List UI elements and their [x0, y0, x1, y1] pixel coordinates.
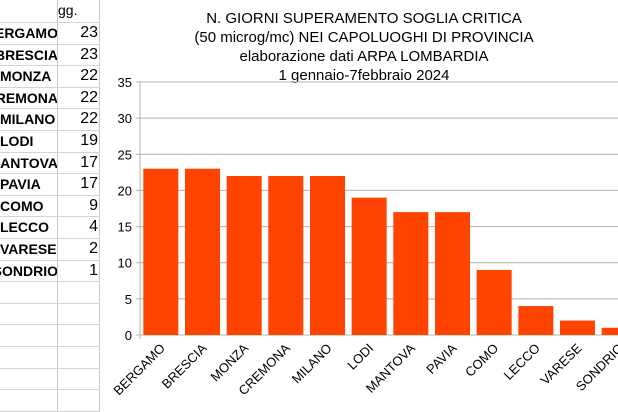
chart-title-line-3: elaborazione dati ARPA LOMBARDIA [239, 48, 488, 65]
x-category-label: LODI [344, 341, 376, 373]
bar-varese [560, 320, 595, 335]
x-category-label: COMO [462, 341, 501, 380]
row-divider [0, 44, 100, 45]
row-divider [0, 216, 100, 217]
cell-days-value[interactable]: 22 [80, 89, 98, 106]
row-divider [0, 389, 100, 390]
cell-days-value[interactable]: 22 [80, 67, 98, 84]
column-divider [57, 0, 58, 412]
bar-lecco [518, 306, 554, 335]
bar-mantova [393, 212, 429, 335]
cell-city-text: CREMONA [0, 90, 58, 106]
y-tick-label: 10 [118, 256, 132, 271]
bar-lodi [351, 197, 387, 335]
cell-city-name[interactable]: COMO [0, 198, 58, 214]
bar-como [476, 269, 512, 335]
cell-city-text: VARESE [0, 241, 57, 257]
row-divider [0, 346, 100, 347]
cell-city-name[interactable]: PAVIA [0, 176, 58, 192]
cell-city-text: SONDRIO [0, 263, 58, 279]
row-divider [0, 108, 100, 109]
cell-city-text: MONZA [0, 68, 52, 84]
cell-days-value[interactable]: 9 [89, 197, 98, 214]
cell-days-value[interactable]: 23 [80, 24, 98, 41]
cell-days-value[interactable]: 17 [80, 154, 98, 171]
row-divider [0, 22, 100, 23]
cell-city-name[interactable]: VARESE [0, 241, 58, 257]
cell-days-value[interactable]: 22 [80, 110, 98, 127]
cell-days-value[interactable]: 23 [80, 46, 98, 63]
cell-city-text: COMO [0, 198, 44, 214]
bar-sondrio [601, 327, 618, 335]
y-tick-label: 25 [118, 147, 132, 162]
cell-days-value[interactable]: 19 [80, 132, 98, 149]
x-category-label: PAVIA [423, 340, 460, 377]
cell-city-name[interactable]: MONZA [0, 68, 58, 84]
row-divider [0, 195, 100, 196]
bar-brescia [185, 168, 220, 335]
chart-title-line-4: 1 gennaio-7febbraio 2024 [279, 67, 450, 84]
cell-city-name[interactable]: LODI [0, 133, 58, 149]
cell-city-text: LODI [0, 133, 34, 149]
row-divider [0, 303, 100, 304]
column-divider [99, 0, 100, 412]
cell-city-text: MILANO [0, 111, 56, 127]
row-divider [0, 87, 100, 88]
bars [143, 168, 618, 335]
cell-days-value[interactable]: 17 [80, 175, 98, 192]
row-divider [0, 65, 100, 66]
column-header-gg: gg. [58, 2, 78, 18]
cell-city-name[interactable]: BRESCIA [0, 47, 58, 63]
y-tick-label: 20 [118, 183, 132, 198]
row-divider [0, 281, 100, 282]
chart-title-line-2: (50 microg/mc) NEI CAPOLUOGHI DI PROVINC… [194, 29, 533, 46]
spreadsheet-panel: gg. BERGAMO 23 BRESCIA 23 MONZA 22 CREMONA 22 MI… [0, 0, 100, 412]
bar-monza [226, 175, 262, 335]
bar-milano [310, 175, 345, 335]
bar-cremona [268, 175, 304, 335]
cell-city-text: MANTOVA [0, 155, 58, 171]
cell-city-text: BRESCIA [0, 47, 58, 63]
x-category-label: MILANO [289, 341, 335, 387]
cell-days-value[interactable]: 2 [89, 240, 98, 257]
y-tick-label: 5 [125, 292, 132, 307]
bar-bergamo [143, 168, 179, 335]
cell-city-text: BERGAMO [0, 25, 58, 41]
y-axis-ticks: 0 5 10 15 20 25 30 35 [118, 75, 132, 343]
cell-city-name[interactable]: CREMONA [0, 90, 58, 106]
cell-city-name[interactable]: MANTOVA [0, 155, 58, 171]
y-tick-label: 0 [125, 328, 132, 343]
cell-city-name[interactable]: MILANO [0, 111, 58, 127]
cell-city-text: LECCO [0, 219, 49, 235]
y-tick-label: 15 [118, 220, 132, 235]
x-category-label: LECCO [501, 341, 543, 383]
row-divider [0, 260, 100, 261]
row-divider [0, 130, 100, 131]
cell-city-name[interactable]: SONDRIO [0, 263, 58, 279]
chart-title: N. GIORNI SUPERAMENTO SOGLIA CRITICA (50… [194, 10, 533, 84]
cell-days-value[interactable]: 4 [89, 218, 98, 235]
row-divider [0, 152, 100, 153]
row-divider [0, 368, 100, 369]
y-tick-label: 30 [118, 111, 132, 126]
bar-pavia [435, 212, 470, 335]
chart-title-line-1: N. GIORNI SUPERAMENTO SOGLIA CRITICA [206, 10, 522, 27]
x-category-label: BRESCIA [159, 340, 210, 391]
cell-city-text: PAVIA [0, 176, 41, 192]
row-divider [0, 324, 100, 325]
row-divider [0, 238, 100, 239]
y-tick-label: 35 [118, 75, 132, 90]
cell-city-name[interactable]: BERGAMO [0, 25, 58, 41]
row-divider [0, 173, 100, 174]
cell-city-name[interactable]: LECCO [0, 219, 58, 235]
cell-days-value[interactable]: 1 [89, 262, 98, 279]
x-category-label: BERGAMO [110, 341, 168, 399]
